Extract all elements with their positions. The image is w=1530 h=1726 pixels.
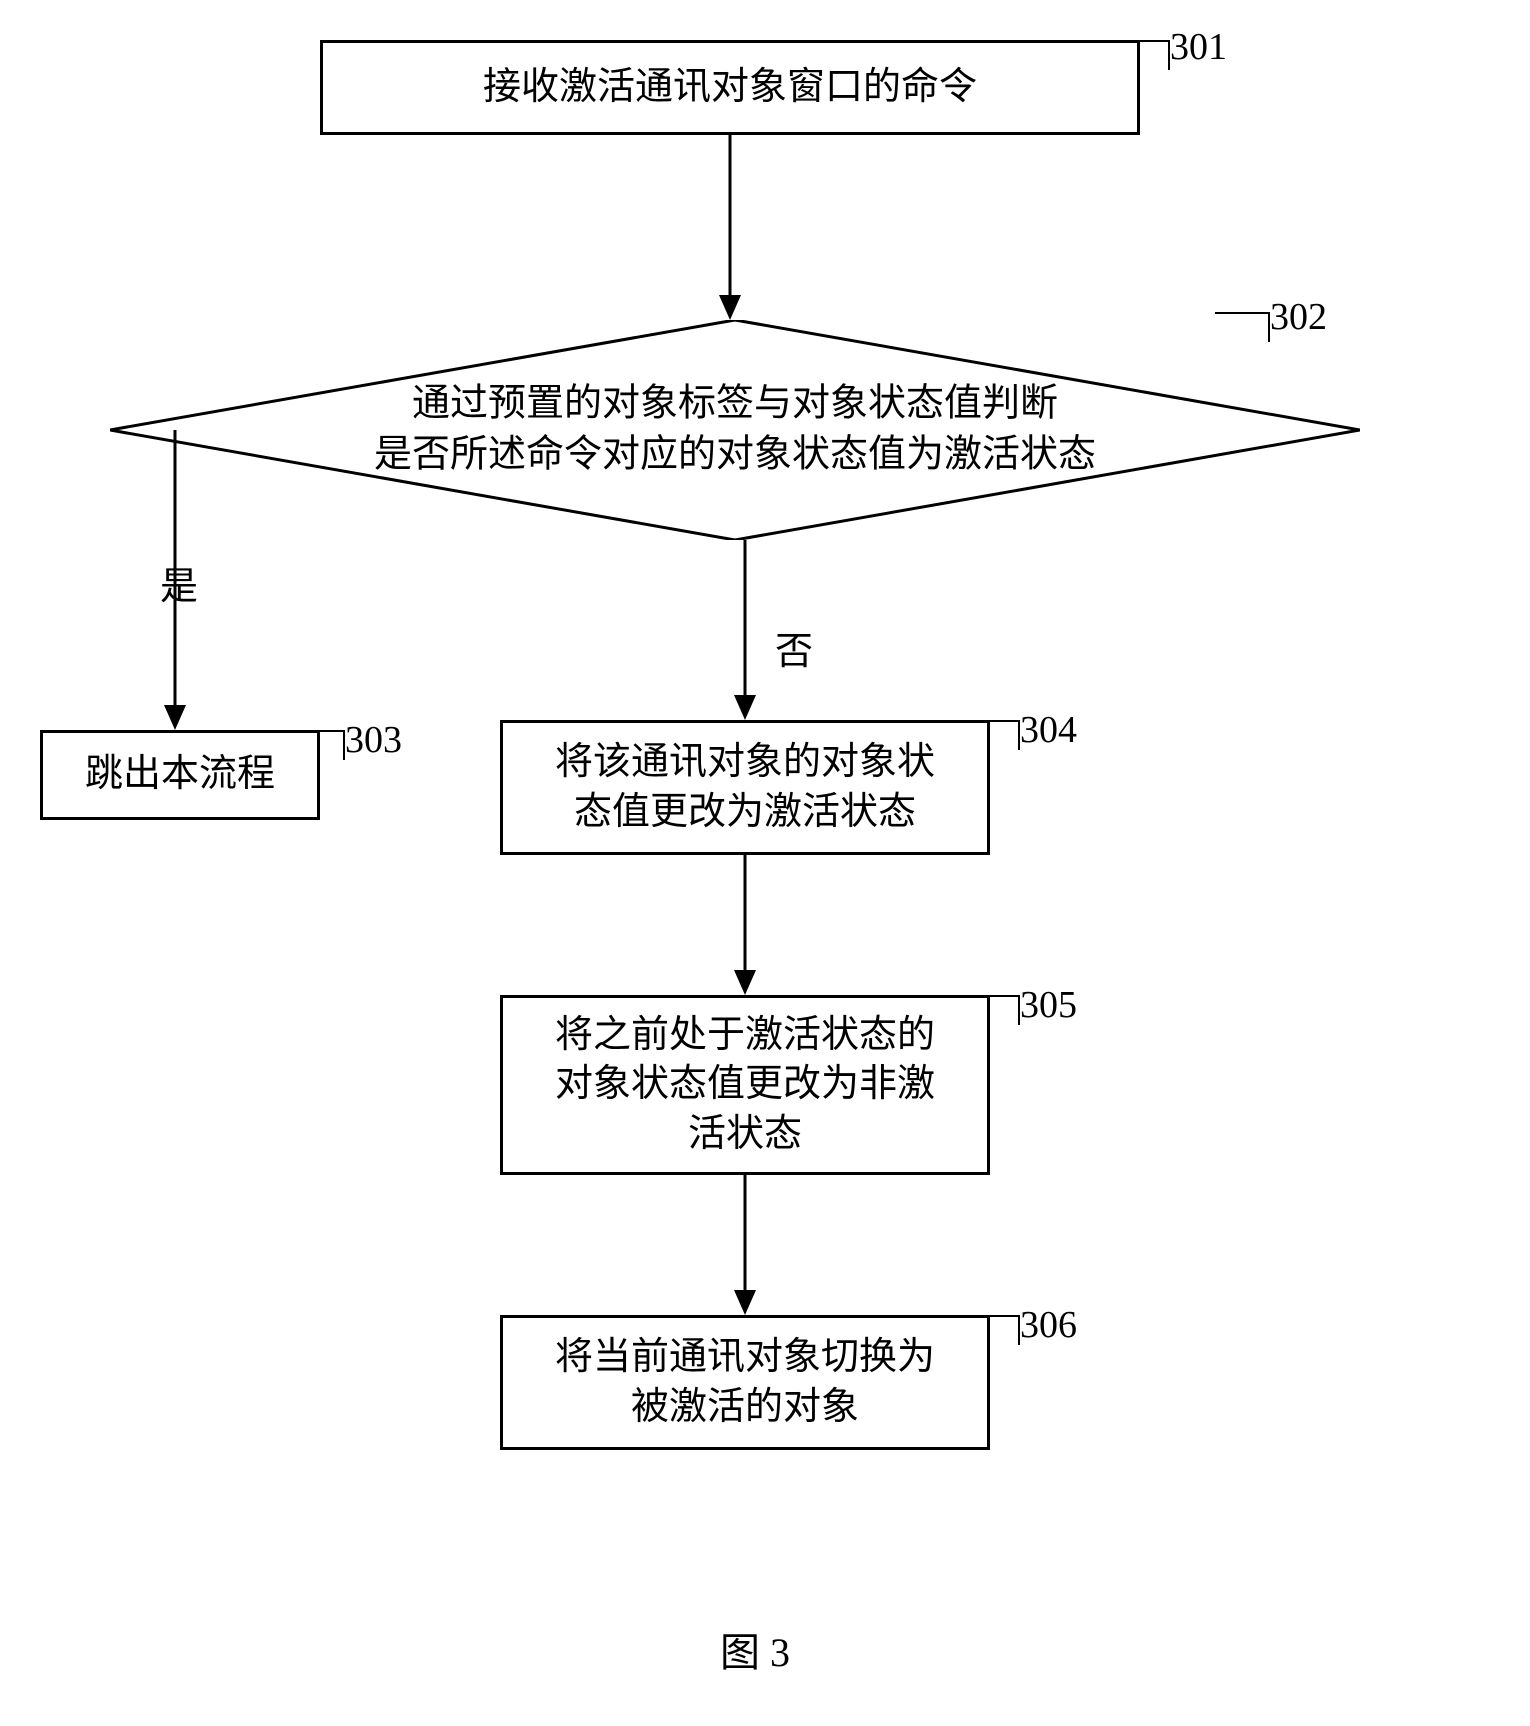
process-node-304: 将该通讯对象的对象状 态值更改为激活状态 (500, 720, 990, 855)
node-text-line1: 将该通讯对象的对象状 (555, 741, 935, 783)
node-text-line2: 态值更改为激活状态 (574, 791, 916, 833)
process-node-305: 将之前处于激活状态的 对象状态值更改为非激 活状态 (500, 995, 990, 1175)
no-label: 否 (775, 620, 813, 675)
node-text-line1: 将当前通讯对象切换为 (555, 1336, 935, 1378)
ref-label-306: 306 (1020, 1303, 1077, 1347)
edge-304-305 (745, 855, 747, 995)
node-text-line1: 将之前处于激活状态的 (555, 1014, 935, 1056)
edge-302-304 (745, 540, 747, 720)
yes-label: 是 (160, 555, 198, 610)
edge-305-306 (745, 1175, 747, 1315)
node-text-line2: 对象状态值更改为非激 (555, 1063, 935, 1105)
edge-302-303 (0, 0, 1530, 1726)
ref-leader-305 (970, 995, 1020, 1025)
ref-leader-303 (300, 730, 345, 760)
figure-label: 图 3 (720, 1620, 790, 1678)
flowchart-canvas: 接收激活通讯对象窗口的命令 301 通过预置的对象标签与对象状态值判断 是否所述… (0, 0, 1530, 1726)
ref-leader-306 (970, 1315, 1020, 1345)
ref-leader-304 (970, 720, 1020, 750)
ref-label-304: 304 (1020, 708, 1077, 752)
ref-label-305: 305 (1020, 983, 1077, 1027)
node-text-line2: 被激活的对象 (631, 1386, 859, 1428)
process-node-303: 跳出本流程 (40, 730, 320, 820)
node-text: 跳出本流程 (85, 750, 275, 799)
ref-label-303: 303 (345, 718, 402, 762)
node-text-line3: 活状态 (688, 1113, 802, 1155)
process-node-306: 将当前通讯对象切换为 被激活的对象 (500, 1315, 990, 1450)
